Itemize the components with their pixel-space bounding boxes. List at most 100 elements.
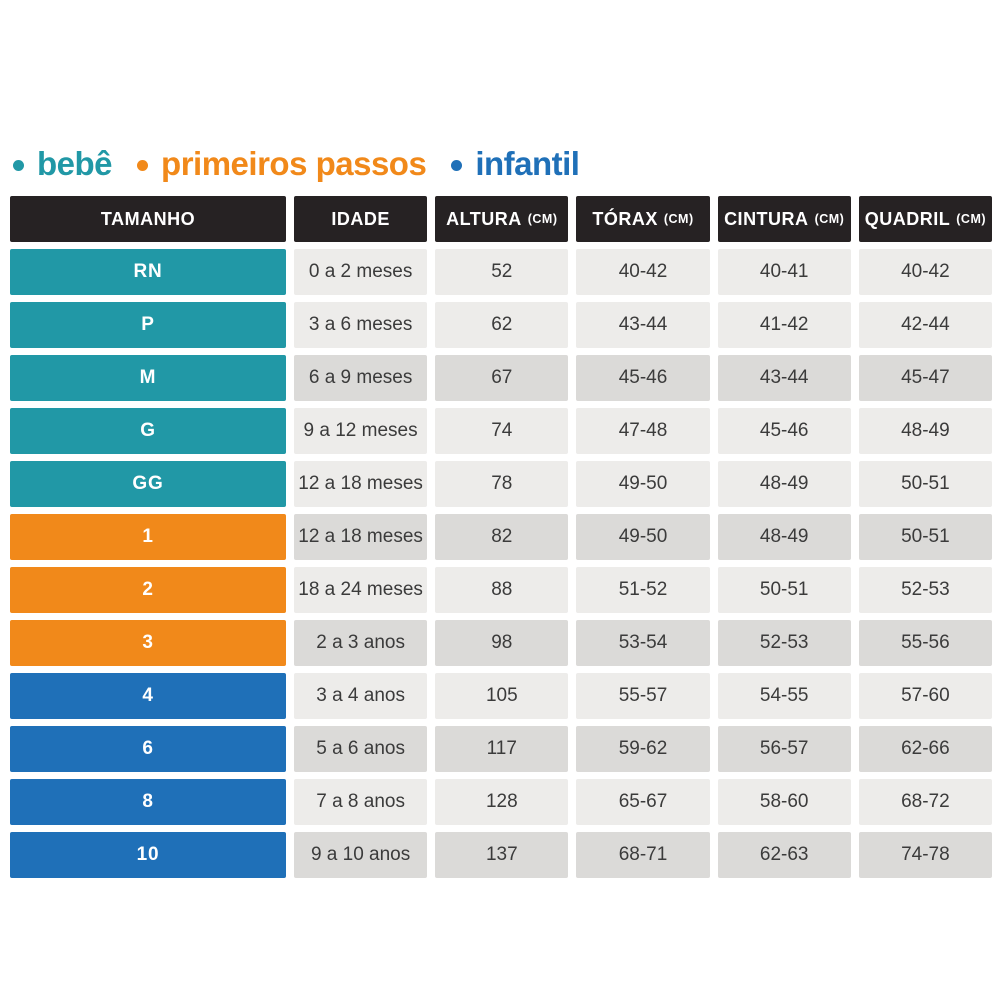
waist-cell: 56-57 [717, 726, 851, 772]
height-value: 82 [491, 526, 513, 547]
chest-value: 55-57 [618, 685, 668, 706]
waist-cell: 58-60 [717, 779, 851, 825]
chest-cell: 45-46 [576, 355, 710, 401]
chest-cell: 49-50 [576, 514, 710, 560]
age-cell: 9 a 10 anos [294, 832, 428, 878]
waist-cell: 43-44 [717, 355, 851, 401]
size-cell: P [10, 302, 286, 348]
age-value: 7 a 8 anos [316, 791, 405, 812]
waist-value: 62-63 [759, 844, 809, 865]
age-cell: 12 a 18 meses [294, 461, 428, 507]
chest-value: 65-67 [618, 791, 668, 812]
hip-cell: 48-49 [858, 408, 992, 454]
age-value: 0 a 2 meses [308, 261, 413, 282]
waist-cell: 40-41 [717, 249, 851, 295]
age-value: 3 a 4 anos [316, 685, 405, 706]
height-cell: 88 [435, 567, 569, 613]
size-label: G [140, 420, 156, 441]
hip-cell: 52-53 [858, 567, 992, 613]
chest-cell: 68-71 [576, 832, 710, 878]
waist-cell: 62-63 [717, 832, 851, 878]
waist-cell: 48-49 [717, 514, 851, 560]
size-label: 1 [142, 526, 154, 547]
height-cell: 82 [435, 514, 569, 560]
waist-cell: 54-55 [717, 673, 851, 719]
table-row: RN 0 a 2 meses 52 40-42 40-41 40-42 [10, 249, 992, 295]
table-row: P 3 a 6 meses 62 43-44 41-42 42-44 [10, 302, 992, 348]
size-cell: GG [10, 461, 286, 507]
height-value: 74 [491, 420, 513, 441]
hip-value: 57-60 [901, 685, 950, 706]
size-table: TAMANHO IDADE ALTURA (CM) TÓRAX (CM) CIN… [10, 196, 992, 878]
size-cell: RN [10, 249, 286, 295]
hip-cell: 45-47 [858, 355, 992, 401]
column-header: ALTURA (CM) [435, 196, 569, 242]
waist-value: 40-41 [759, 261, 809, 282]
height-cell: 74 [435, 408, 569, 454]
table-row: 6 5 a 6 anos 117 59-62 56-57 62-66 [10, 726, 992, 772]
height-value: 62 [491, 314, 513, 335]
waist-value: 56-57 [759, 738, 809, 759]
column-header-label: CINTURA [724, 208, 809, 229]
age-cell: 12 a 18 meses [294, 514, 428, 560]
height-cell: 128 [435, 779, 569, 825]
height-cell: 117 [435, 726, 569, 772]
size-label: 10 [136, 844, 160, 865]
age-cell: 2 a 3 anos [294, 620, 428, 666]
height-value: 137 [485, 844, 518, 865]
size-label: GG [132, 473, 164, 494]
height-value: 78 [491, 473, 513, 494]
chest-cell: 65-67 [576, 779, 710, 825]
waist-value: 41-42 [759, 314, 809, 335]
size-cell: 10 [10, 832, 286, 878]
age-cell: 7 a 8 anos [294, 779, 428, 825]
table-row: 8 7 a 8 anos 128 65-67 58-60 68-72 [10, 779, 992, 825]
height-value: 52 [491, 261, 513, 282]
hip-cell: 55-56 [858, 620, 992, 666]
chest-value: 49-50 [618, 473, 668, 494]
chest-cell: 53-54 [576, 620, 710, 666]
height-cell: 105 [435, 673, 569, 719]
age-value: 5 a 6 anos [316, 738, 405, 759]
height-value: 67 [491, 367, 513, 388]
height-cell: 137 [435, 832, 569, 878]
age-value: 12 a 18 meses [298, 473, 423, 494]
table-row: 4 3 a 4 anos 105 55-57 54-55 57-60 [10, 673, 992, 719]
legend-label: infantil [475, 145, 580, 182]
size-cell: 3 [10, 620, 286, 666]
age-value: 2 a 3 anos [316, 632, 405, 653]
size-label: 8 [142, 791, 154, 812]
table-row: 1 12 a 18 meses 82 49-50 48-49 50-51 [10, 514, 992, 560]
column-header-label: ALTURA [446, 208, 522, 229]
hip-value: 42-44 [901, 314, 950, 335]
waist-value: 52-53 [759, 632, 809, 653]
age-value: 9 a 12 meses [303, 420, 418, 441]
chest-value: 68-71 [618, 844, 668, 865]
table-header-row: TAMANHO IDADE ALTURA (CM) TÓRAX (CM) CIN… [10, 196, 992, 242]
legend: bebê primeiros passos infantil [13, 144, 580, 184]
size-cell: 1 [10, 514, 286, 560]
hip-cell: 74-78 [858, 832, 992, 878]
hip-value: 68-72 [901, 791, 950, 812]
height-cell: 67 [435, 355, 569, 401]
hip-value: 48-49 [901, 420, 950, 441]
age-value: 18 a 24 meses [298, 579, 423, 600]
hip-cell: 62-66 [858, 726, 992, 772]
column-header-label: IDADE [331, 208, 390, 229]
chest-cell: 55-57 [576, 673, 710, 719]
age-cell: 3 a 6 meses [294, 302, 428, 348]
hip-value: 55-56 [901, 632, 950, 653]
waist-value: 45-46 [759, 420, 809, 441]
waist-cell: 52-53 [717, 620, 851, 666]
hip-value: 50-51 [901, 526, 950, 547]
size-cell: 4 [10, 673, 286, 719]
height-cell: 78 [435, 461, 569, 507]
height-value: 105 [485, 685, 518, 706]
column-header-label: TAMANHO [100, 208, 196, 229]
size-label: 4 [142, 685, 154, 706]
hip-value: 45-47 [901, 367, 950, 388]
size-label: RN [133, 261, 163, 282]
age-value: 3 a 6 meses [308, 314, 413, 335]
table-row: G 9 a 12 meses 74 47-48 45-46 48-49 [10, 408, 992, 454]
